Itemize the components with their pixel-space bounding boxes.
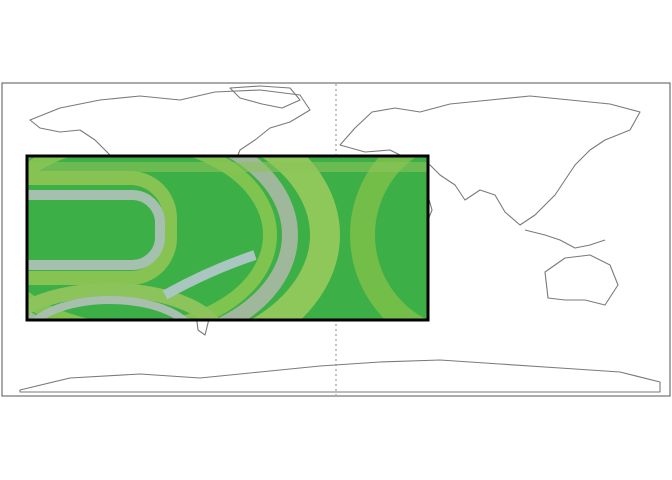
raster-border: [25, 154, 430, 322]
raster: [27, 156, 428, 320]
